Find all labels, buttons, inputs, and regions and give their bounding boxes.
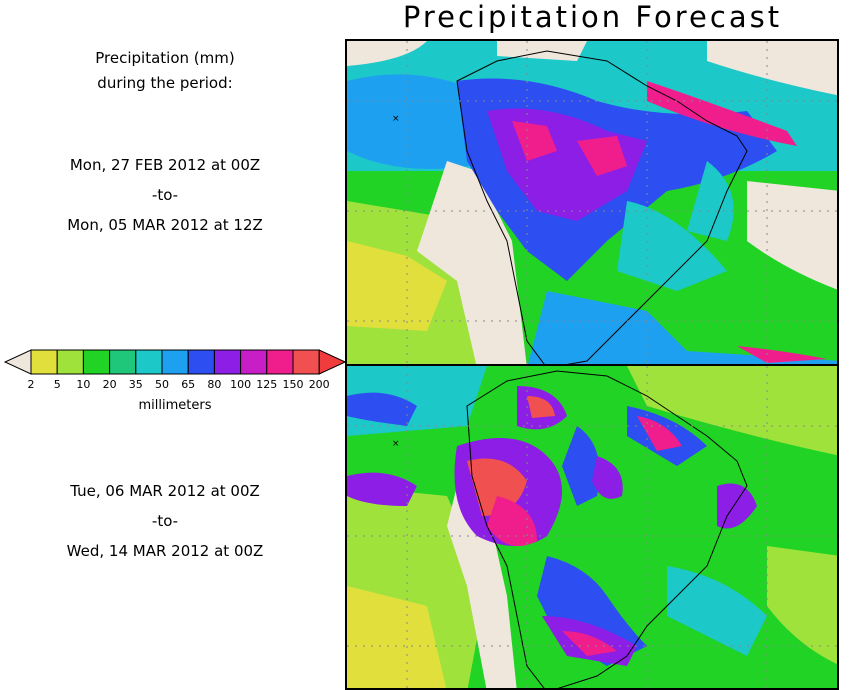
precip-zone [667,566,767,656]
legend-swatch [135,349,163,375]
precip-zone [647,81,797,146]
legend-swatch [213,349,242,375]
legend-high-arrow [318,349,347,375]
legend-tick-label: 10 [76,378,90,391]
legend-swatch [266,349,294,375]
south-america-coastline [466,370,748,688]
precip-heading: Precipitation (mm) during the period: [0,46,330,96]
precip-zone [627,366,837,456]
graticule [347,41,837,364]
dry-zone [747,181,837,290]
period-2-separator: -to- [151,512,179,530]
legend-low-arrow [3,349,32,375]
south-america-coastline [456,50,748,364]
precip-zone [577,136,627,176]
color-legend: 2 5 10 20 35 50 65 80 100 125 150 200 [3,349,347,391]
dry-zone [347,41,427,66]
precip-zone [617,201,727,291]
legend-swatch [187,349,215,375]
precip-zone [347,586,447,688]
map-marker: × [392,439,400,449]
legend-swatch [109,349,137,375]
precip-zone [767,546,837,665]
legend-tick-label: 50 [155,378,169,391]
legend-tick-label: 2 [28,378,35,391]
period-1-start: Mon, 27 FEB 2012 at 00Z [69,156,261,174]
legend-swatch [82,349,111,375]
precip-zone [347,472,417,506]
legend-swatch [240,349,268,375]
map-marker: × [392,114,400,124]
legend-tick-label: 150 [283,378,304,391]
period-1: Mon, 27 FEB 2012 at 00Z -to- Mon, 05 MAR… [0,150,330,240]
period-2: Tue, 06 MAR 2012 at 00Z -to- Wed, 14 MAR… [0,476,330,566]
legend-tick-label: 125 [256,378,277,391]
legend-tick-label: 65 [181,378,195,391]
precip-zone [562,631,617,656]
precip-zone [347,241,447,331]
dry-zone [707,41,837,96]
legend-unit: millimeters [138,398,212,413]
precip-zone [347,392,417,426]
legend-swatch [161,349,189,375]
precip-zone [512,121,557,161]
forecast-map-period-1: × [345,39,839,366]
legend-tick-label: 20 [103,378,117,391]
precip-heading-line1: Precipitation (mm) [95,49,235,67]
precip-zone [487,496,537,546]
precip-zone [528,291,837,364]
legend-swatch [292,349,320,375]
period-1-separator: -to- [151,186,179,204]
precip-zone [562,426,600,506]
period-2-start: Tue, 06 MAR 2012 at 00Z [70,482,260,500]
dry-zone [447,486,517,688]
dry-zone [417,161,527,364]
forecast-map-period-2: × [345,364,839,690]
legend-tick-label: 80 [207,378,221,391]
precip-zone [592,456,623,499]
period-1-end: Mon, 05 MAR 2012 at 12Z [67,216,263,234]
period-2-end: Wed, 14 MAR 2012 at 00Z [66,542,264,560]
legend-tick-label: 35 [129,378,143,391]
precip-zone [527,396,555,418]
legend-swatch [30,349,58,375]
page-title: Precipitation Forecast [402,0,783,34]
legend-tick-label: 5 [54,378,61,391]
precip-zone [687,161,734,241]
legend-swatch [56,349,84,375]
precip-zone [737,346,827,363]
precip-zone [637,416,682,451]
precip-heading-line2: during the period: [97,74,233,92]
legend-tick-label: 100 [230,378,251,391]
legend-tick-label: 200 [309,378,330,391]
